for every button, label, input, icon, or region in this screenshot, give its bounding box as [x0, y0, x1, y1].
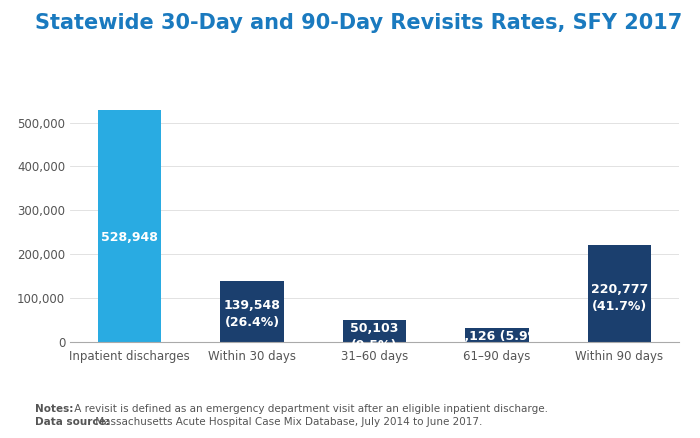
Bar	[98, 110, 162, 342]
Bar	[465, 328, 528, 342]
Text: Notes:: Notes:	[35, 404, 74, 414]
Text: 528,948: 528,948	[101, 231, 158, 244]
Text: 220,777
(41.7%): 220,777 (41.7%)	[591, 283, 648, 313]
Text: 139,548
(26.4%): 139,548 (26.4%)	[223, 299, 281, 329]
Bar	[587, 245, 651, 342]
Text: Statewide 30-Day and 90-Day Revisits Rates, SFY 2017: Statewide 30-Day and 90-Day Revisits Rat…	[35, 13, 682, 33]
Text: A revisit is defined as an emergency department visit after an eligible inpatien: A revisit is defined as an emergency dep…	[71, 404, 548, 414]
Text: Data source:: Data source:	[35, 417, 110, 427]
Text: Massachusetts Acute Hospital Case Mix Database, July 2014 to June 2017.: Massachusetts Acute Hospital Case Mix Da…	[92, 417, 483, 427]
Bar	[343, 320, 406, 342]
Bar	[220, 280, 284, 342]
Text: 50,103
(9.5%): 50,103 (9.5%)	[350, 322, 399, 352]
Text: 31,126 (5.9%): 31,126 (5.9%)	[447, 330, 547, 343]
